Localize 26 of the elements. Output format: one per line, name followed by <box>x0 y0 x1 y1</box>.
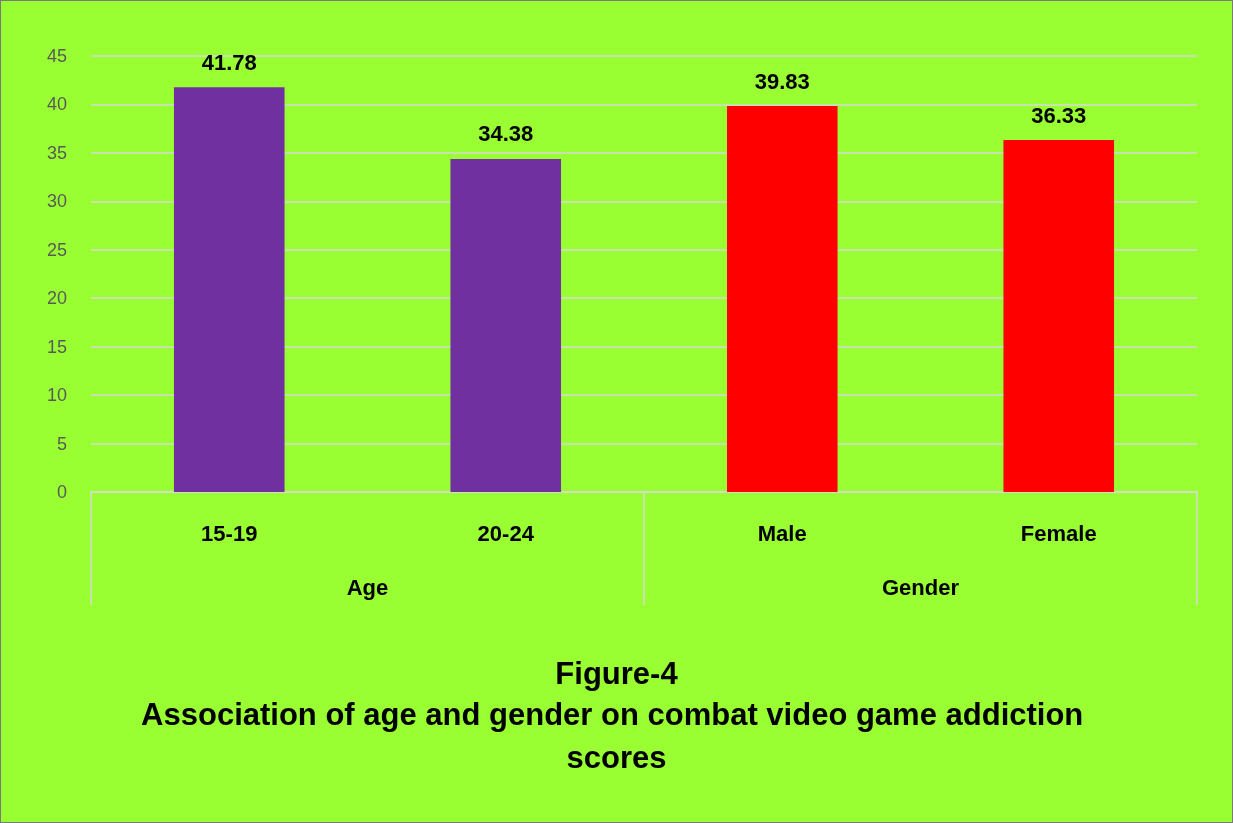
data-label: 34.38 <box>478 121 534 147</box>
y-tick-label: 10 <box>46 385 67 406</box>
text: Age <box>346 574 389 600</box>
bar <box>450 158 562 492</box>
y-tick-label: 20 <box>46 288 67 309</box>
y-tick-label: 30 <box>46 191 67 212</box>
y-tick-label: 45 <box>46 46 67 66</box>
x-tick-label: 20-24 <box>477 520 535 546</box>
y-tick-label: 0 <box>56 482 67 502</box>
bar <box>173 87 285 492</box>
bar <box>1003 140 1115 492</box>
text: Gender <box>881 574 960 600</box>
y-tick-label: 35 <box>46 142 67 163</box>
data-label: 39.83 <box>754 68 810 94</box>
y-tick-label: 15 <box>46 336 67 357</box>
text: Figure-4 <box>555 656 679 691</box>
y-tick-label: 5 <box>56 433 67 454</box>
x-tick-label: Female <box>1020 520 1097 546</box>
bar <box>726 106 838 492</box>
x-tick-label: 15-19 <box>201 520 258 546</box>
data-label: 41.78 <box>201 49 257 75</box>
data-label: 36.33 <box>1031 102 1087 128</box>
text: Association of age and gender on combat video game addiction scores <box>141 697 1092 775</box>
y-tick-label: 25 <box>46 239 67 260</box>
y-tick-label: 40 <box>46 94 67 115</box>
x-tick-label: Male <box>757 520 807 546</box>
